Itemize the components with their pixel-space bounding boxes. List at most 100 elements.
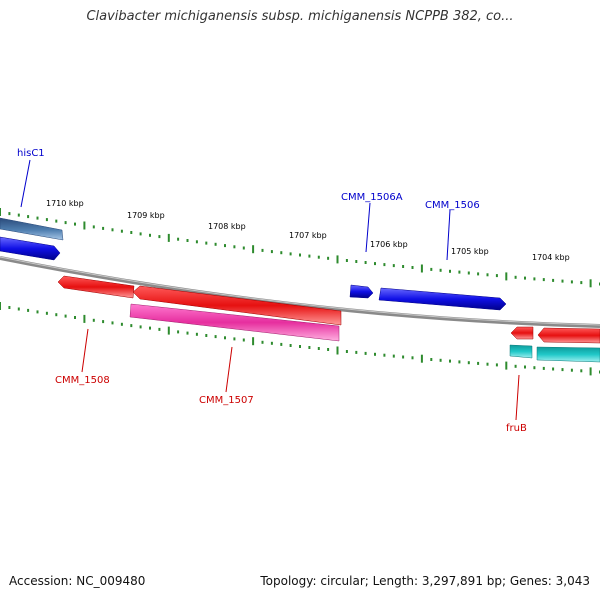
minor-tick — [542, 366, 545, 370]
minor-tick — [495, 274, 498, 278]
scale-label: 1704 kbp — [532, 253, 570, 262]
minor-tick — [186, 239, 189, 242]
minor-tick — [570, 280, 573, 284]
major-tick — [252, 245, 255, 254]
gene-reverse-unlabeled[interactable] — [132, 285, 342, 326]
minor-tick — [242, 246, 245, 250]
minor-tick — [261, 340, 264, 344]
major-tick — [505, 272, 508, 281]
scale-label: 1707 kbp — [289, 231, 327, 240]
gene-label-fruB[interactable]: fruB — [506, 423, 527, 434]
major-tick — [252, 337, 255, 346]
minor-tick — [64, 221, 67, 225]
major-tick — [589, 367, 592, 376]
minor-tick — [130, 231, 133, 234]
minor-tick — [355, 350, 358, 354]
gene-forward-unlabeled[interactable] — [0, 236, 61, 261]
minor-tick — [8, 306, 11, 309]
scale-label: 1706 kbp — [370, 240, 408, 249]
minor-tick — [149, 233, 151, 237]
minor-tick — [467, 361, 470, 365]
minor-tick — [214, 335, 217, 339]
minor-tick — [139, 325, 142, 329]
major-tick — [0, 208, 1, 216]
minor-tick — [542, 278, 545, 282]
gene-fruB[interactable] — [510, 326, 534, 340]
minor-tick — [177, 330, 180, 334]
minor-tick — [533, 277, 536, 281]
minor-tick — [149, 326, 151, 330]
minor-tick — [289, 252, 292, 256]
gene-CMM_1508[interactable] — [57, 275, 135, 299]
minor-tick — [55, 313, 58, 317]
minor-tick — [195, 240, 198, 244]
label-leader-line — [515, 374, 520, 421]
label-leader-line — [365, 202, 371, 253]
gene-CMM_1506A[interactable] — [349, 284, 374, 299]
major-tick — [589, 279, 592, 288]
minor-tick — [524, 365, 526, 369]
minor-tick — [477, 361, 480, 365]
minor-tick — [383, 353, 386, 357]
minor-tick — [486, 273, 489, 277]
minor-tick — [158, 235, 161, 239]
minor-tick — [74, 222, 76, 226]
minor-tick — [102, 320, 105, 324]
scale-label: 1705 kbp — [451, 247, 489, 256]
major-tick — [167, 233, 170, 242]
gene-label-CMM_1506[interactable]: CMM_1506 — [425, 200, 480, 211]
major-tick — [420, 354, 423, 363]
minor-tick — [17, 213, 20, 217]
gene-label-CMM_1508[interactable]: CMM_1508 — [55, 375, 110, 386]
gene-CMM_1507[interactable] — [129, 303, 340, 342]
minor-tick — [92, 318, 95, 322]
minor-tick — [317, 255, 320, 259]
gene-label-hisC1[interactable]: hisC1 — [17, 148, 45, 159]
minor-tick — [299, 253, 301, 257]
label-leader-line — [20, 159, 31, 208]
gene-cyan-long[interactable] — [536, 346, 600, 363]
minor-tick — [364, 351, 367, 355]
gene-label-CMM_1506A[interactable]: CMM_1506A — [341, 192, 403, 203]
minor-tick — [561, 368, 564, 372]
tick-marks-upper — [0, 208, 600, 288]
gene-label-CMM_1507[interactable]: CMM_1507 — [199, 395, 254, 406]
major-tick — [505, 361, 508, 370]
minor-tick — [280, 342, 283, 346]
minor-tick — [55, 219, 58, 223]
minor-tick — [17, 307, 20, 311]
minor-tick — [392, 354, 395, 358]
minor-tick — [458, 360, 461, 364]
minor-tick — [570, 368, 573, 372]
minor-tick — [524, 276, 526, 280]
gene-reverse-unlabeled-right[interactable] — [537, 327, 600, 344]
minor-tick — [580, 369, 583, 373]
minor-tick — [270, 250, 273, 254]
minor-tick — [64, 314, 67, 318]
minor-tick — [552, 367, 555, 371]
genome-backbone-highlight — [0, 256, 600, 326]
minor-tick — [374, 262, 376, 266]
minor-tick — [345, 350, 348, 353]
minor-tick — [495, 363, 498, 367]
major-tick — [167, 326, 170, 335]
minor-tick — [195, 332, 198, 336]
minor-tick — [514, 364, 517, 368]
minor-tick — [186, 331, 189, 335]
minor-tick — [477, 272, 480, 276]
gene-hisC1[interactable] — [0, 217, 64, 241]
minor-tick — [533, 366, 536, 370]
minor-tick — [111, 228, 114, 232]
minor-tick — [214, 242, 217, 246]
minor-tick — [317, 347, 320, 350]
gene-CMM_1506[interactable] — [378, 287, 507, 311]
major-tick — [420, 264, 423, 273]
gene-cyan-short[interactable] — [509, 344, 533, 359]
accession-text: Accession: NC_009480 — [9, 574, 146, 588]
minor-tick — [561, 279, 564, 283]
major-tick — [336, 255, 339, 264]
minor-tick — [233, 337, 236, 341]
minor-tick — [130, 324, 133, 328]
minor-tick — [345, 259, 348, 262]
